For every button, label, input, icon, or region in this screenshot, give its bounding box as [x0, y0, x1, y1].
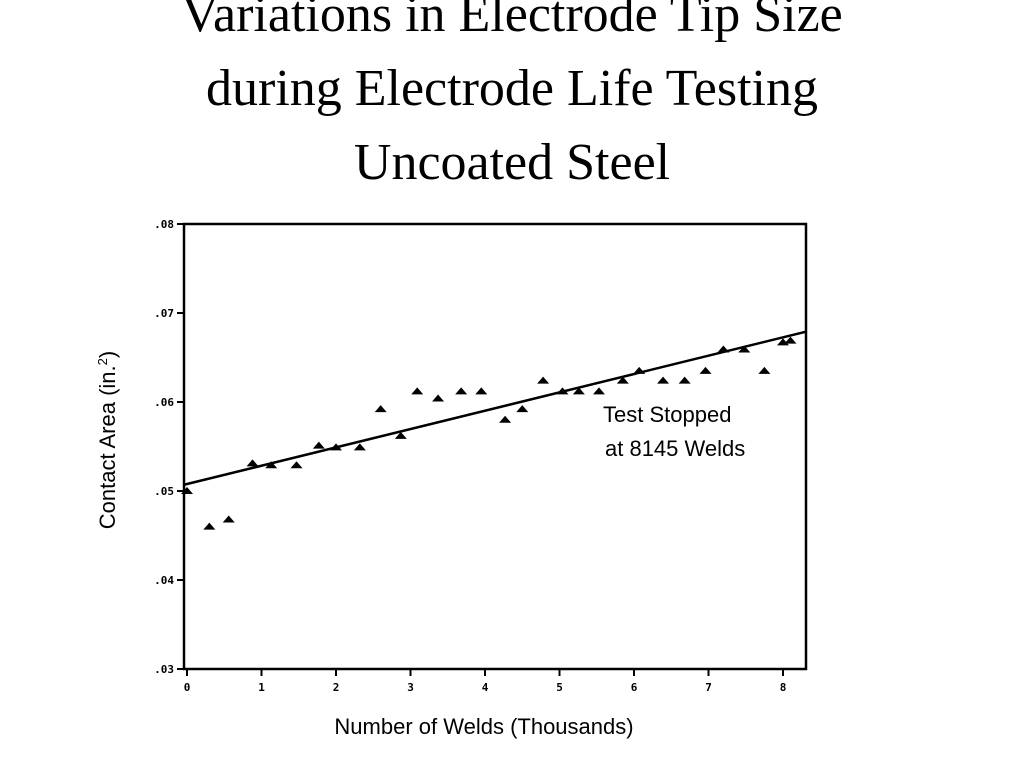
slide-title: Variations in Electrode Tip Size during …: [0, 0, 1024, 200]
test-stopped-annotation: Test Stopped at 8145 Welds: [603, 398, 793, 466]
x-tick-label: 3: [407, 681, 414, 694]
y-tick-label: .07: [154, 307, 174, 320]
data-point: [265, 461, 278, 469]
y-tick-label: .08: [154, 218, 174, 231]
data-point: [411, 387, 424, 395]
data-point: [394, 431, 407, 439]
data-point: [699, 366, 712, 374]
data-point: [777, 338, 789, 346]
data-point: [516, 405, 529, 413]
y-axis-label-text: Contact Area (in.: [95, 365, 121, 530]
data-point: [499, 415, 512, 423]
x-tick-label: 8: [780, 681, 787, 694]
x-tick-label: 6: [631, 681, 638, 694]
data-point: [784, 336, 797, 344]
y-axis-label: Contact Area (in.2): [95, 351, 121, 529]
title-line-2: during Electrode Life Testing: [206, 60, 818, 117]
data-point: [592, 387, 605, 395]
data-point: [475, 387, 488, 395]
x-axis-label: Number of Welds (Thousands): [334, 714, 634, 739]
x-tick-label: 7: [705, 681, 712, 694]
title-line-1: Variations in Electrode Tip Size: [181, 0, 843, 43]
data-point: [537, 376, 550, 384]
y-tick-label: .04: [154, 574, 174, 587]
y-tick-label: .06: [154, 396, 174, 409]
plot-frame: [182, 222, 808, 671]
data-point: [616, 376, 629, 384]
data-point: [330, 443, 342, 451]
data-point: [432, 394, 445, 402]
data-point: [290, 461, 303, 469]
data-point: [312, 441, 325, 449]
trend-line: [183, 330, 807, 486]
x-tick-label: 4: [482, 681, 489, 694]
x-tick-label: 5: [556, 681, 563, 694]
data-point: [455, 387, 468, 395]
y-axis-label-close: ): [95, 350, 121, 359]
data-point: [556, 387, 569, 395]
data-point: [758, 366, 771, 374]
x-tick-label: 2: [333, 681, 340, 694]
data-point: [633, 366, 646, 374]
annotation-line-1: Test Stopped: [603, 402, 732, 427]
y-axis-label-exponent: 2: [94, 358, 110, 366]
title-line-3: Uncoated Steel: [353, 134, 671, 191]
data-point: [222, 515, 235, 523]
data-point: [181, 487, 193, 494]
y-axis: .03 .04 .05 .06 .07 .08: [154, 218, 184, 676]
data-point: [657, 376, 670, 384]
x-tick-label: 0: [184, 681, 191, 694]
x-axis: 0 1 2 3 4 5 6 7 8: [184, 669, 787, 694]
data-points: [181, 336, 797, 530]
annotation-line-2: at 8145 Welds: [605, 436, 746, 461]
data-point: [678, 376, 691, 384]
data-point: [246, 459, 259, 467]
data-point: [374, 405, 387, 413]
x-tick-label: 1: [258, 681, 265, 694]
y-tick-label: .05: [154, 485, 174, 498]
data-point: [738, 345, 751, 353]
data-point: [572, 387, 585, 395]
data-point: [203, 522, 216, 530]
data-point: [353, 443, 366, 451]
y-tick-label: .03: [154, 663, 174, 676]
data-point: [717, 345, 730, 353]
